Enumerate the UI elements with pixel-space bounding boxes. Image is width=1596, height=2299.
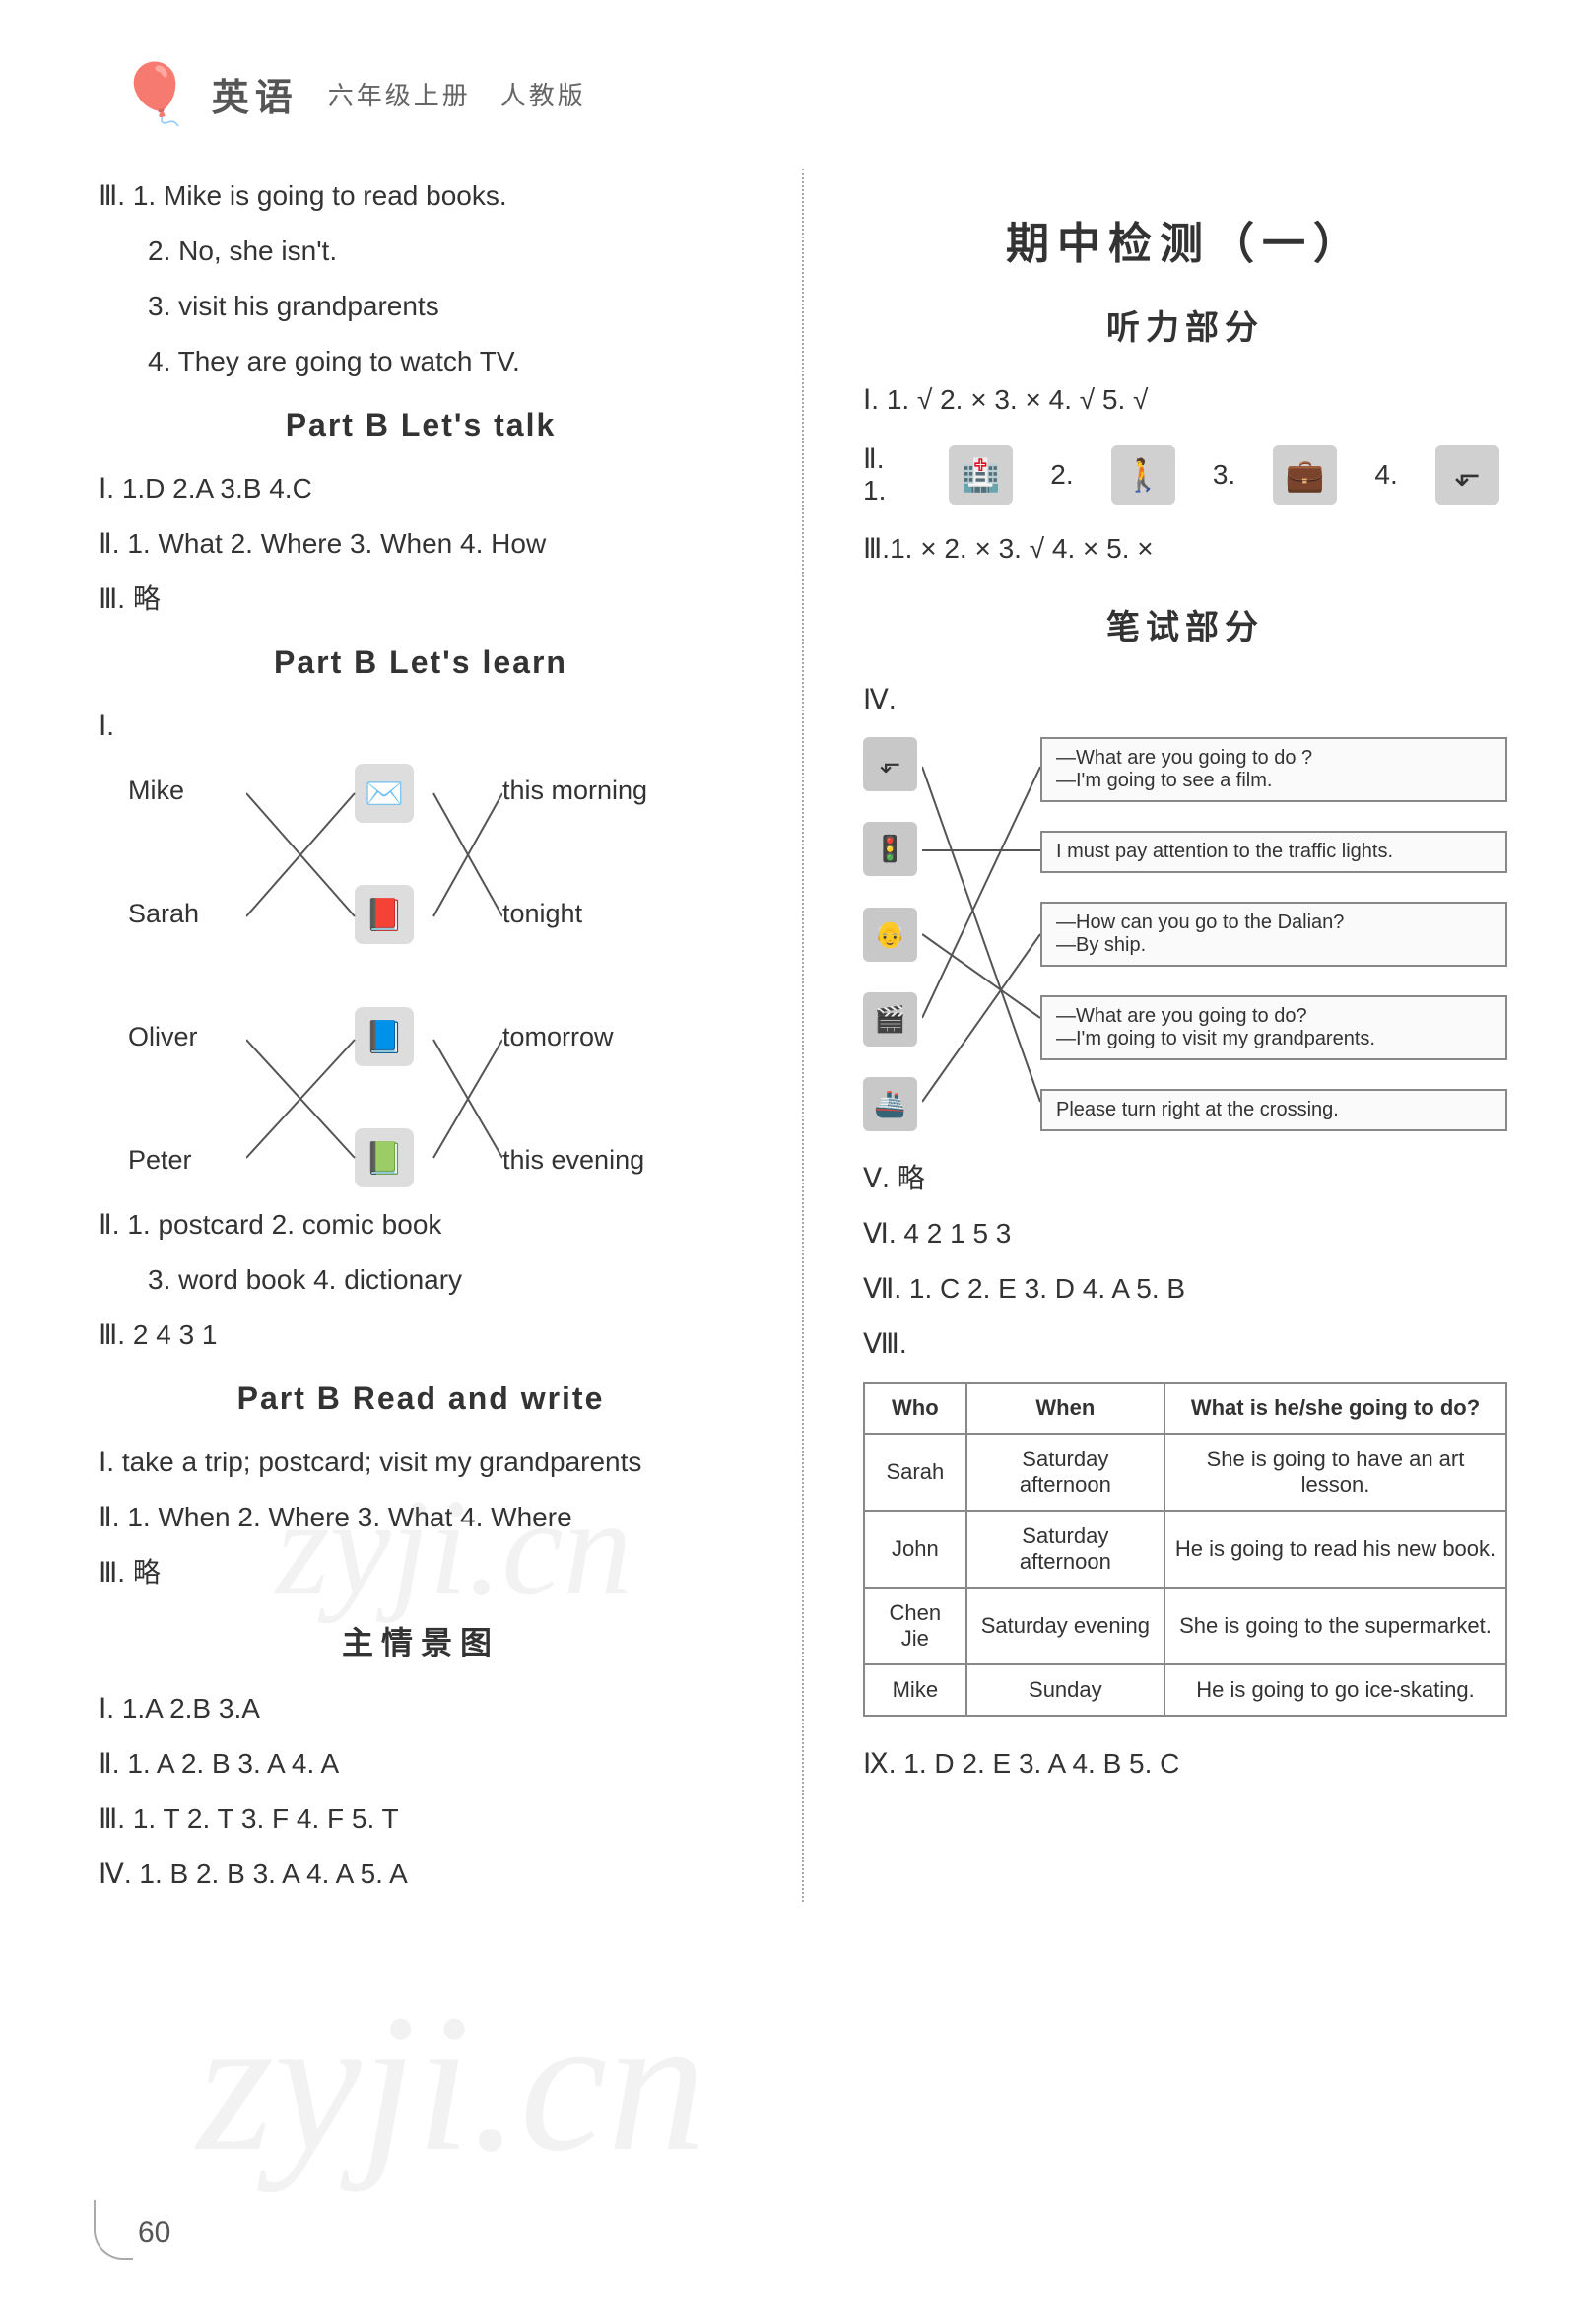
match-l2: Sarah — [128, 887, 246, 941]
content-columns: Ⅲ. 1. Mike is going to read books. 2. No… — [99, 169, 1507, 1902]
left-column: Ⅲ. 1. Mike is going to read books. 2. No… — [99, 169, 743, 1902]
page-header: 🎈 英语 六年级上册 人教版 — [118, 59, 1507, 129]
cell: Saturday afternoon — [966, 1511, 1164, 1588]
write-viii: Ⅷ. — [863, 1317, 1507, 1372]
cell: She is going to the supermarket. — [1164, 1588, 1506, 1664]
table-row: Mike Sunday He is going to go ice-skatin… — [864, 1664, 1506, 1716]
table-row: Chen Jie Saturday evening She is going t… — [864, 1588, 1506, 1664]
iv-text-2: I must pay attention to the traffic ligh… — [1040, 831, 1507, 873]
column-divider — [802, 169, 804, 1902]
pb-learn-i: Ⅰ. — [99, 699, 743, 754]
cell: He is going to go ice-skating. — [1164, 1664, 1506, 1716]
pb-talk-ii: Ⅱ. 1. What 2. Where 3. When 4. How — [99, 516, 743, 572]
iv-text-4: —What are you going to do?—I'm going to … — [1040, 995, 1507, 1060]
match-l3: Oliver — [128, 1010, 246, 1064]
scene-iv: Ⅳ. 1. B 2. B 3. A 4. A 5. A — [99, 1847, 743, 1902]
iii-3: 3. visit his grandparents — [99, 279, 743, 334]
iv-text-3: —How can you go to the Dalian?—By ship. — [1040, 902, 1507, 967]
listen-iii: Ⅲ.1. × 2. × 3. √ 4. × 5. × — [863, 521, 1507, 576]
iv-lines-svg — [922, 737, 1040, 1131]
table-row: Sarah Saturday afternoon She is going to… — [864, 1434, 1506, 1511]
watermark-2: zyji.cn — [197, 1971, 706, 2197]
page-corner-decor — [94, 2200, 133, 2260]
people-icon: 🚶 — [1111, 445, 1175, 505]
page-number: 60 — [138, 2216, 170, 2250]
pb-rw-ii: Ⅱ. 1. When 2. Where 3. What 4. Where — [99, 1490, 743, 1545]
iii-4: 4. They are going to watch TV. — [99, 334, 743, 389]
exam-title: 期中检测（一） — [863, 208, 1507, 271]
cell: She is going to have an art lesson. — [1164, 1434, 1506, 1511]
listen-i: Ⅰ. 1. √ 2. × 3. × 4. √ 5. √ — [863, 372, 1507, 428]
iv-text-5: Please turn right at the crossing. — [1040, 1089, 1507, 1131]
match-lines-svg — [246, 764, 502, 1187]
write-v: Ⅴ. 略 — [863, 1151, 1507, 1206]
pb-rw-i: Ⅰ. take a trip; postcard; visit my grand… — [99, 1435, 743, 1490]
cell: He is going to read his new book. — [1164, 1511, 1506, 1588]
cell: Saturday afternoon — [966, 1434, 1164, 1511]
film-icon: 🎬 — [863, 992, 917, 1047]
write-title: 笔试部分 — [863, 600, 1507, 648]
write-vii: Ⅶ. 1. C 2. E 3. D 4. A 5. B — [863, 1261, 1507, 1317]
match-l1: Mike — [128, 764, 246, 818]
th-when: When — [966, 1383, 1164, 1434]
schedule-table: Who When What is he/she going to do? Sar… — [863, 1382, 1507, 1717]
match-r3: tomorrow — [502, 1010, 709, 1064]
iii-2: 2. No, she isn't. — [99, 224, 743, 279]
iv-text-1: —What are you going to do ?—I'm going to… — [1040, 737, 1507, 802]
match-diagram: Mike Sarah Oliver Peter ✉️ 📕 📘 📗 — [128, 764, 713, 1187]
scene-i: Ⅰ. 1.A 2.B 3.A — [99, 1681, 743, 1736]
pb-learn-iii: Ⅲ. 2 4 3 1 — [99, 1308, 743, 1363]
iv-match-diagram: ⬐ 🚦 👴 🎬 🚢 —What are you going to do ?—I'… — [863, 737, 1507, 1131]
right-column: 期中检测（一） 听力部分 Ⅰ. 1. √ 2. × 3. × 4. √ 5. √… — [863, 169, 1507, 1902]
cell: Sunday — [966, 1664, 1164, 1716]
pb-talk-title: Part B Let's talk — [99, 407, 743, 443]
balloon-icon: 🎈 — [118, 59, 192, 129]
grandparents-icon: 👴 — [863, 908, 917, 962]
corner-icon: ⬐ — [1435, 445, 1499, 505]
table-row: John Saturday afternoon He is going to r… — [864, 1511, 1506, 1588]
cell: Sarah — [864, 1434, 966, 1511]
write-iv: Ⅳ. — [863, 672, 1507, 727]
listen-title: 听力部分 — [863, 301, 1507, 349]
lights-icon: 🚦 — [863, 822, 917, 876]
write-vi: Ⅵ. 4 2 1 5 3 — [863, 1206, 1507, 1261]
listen-ii-4: 4. — [1374, 459, 1397, 491]
th-who: Who — [864, 1383, 966, 1434]
pb-learn-title: Part B Let's learn — [99, 644, 743, 681]
pb-rw-iii: Ⅲ. 略 — [99, 1545, 743, 1600]
match-r2: tonight — [502, 887, 709, 941]
ship-icon: 🚢 — [863, 1077, 917, 1131]
scene-iii: Ⅲ. 1. T 2. T 3. F 4. F 5. T — [99, 1792, 743, 1847]
write-ix: Ⅸ. 1. D 2. E 3. A 4. B 5. C — [863, 1736, 1507, 1792]
cell: Mike — [864, 1664, 966, 1716]
pb-learn-ii-1: Ⅱ. 1. postcard 2. comic book — [99, 1197, 743, 1252]
th-what: What is he/she going to do? — [1164, 1383, 1506, 1434]
pb-rw-title: Part B Read and write — [99, 1381, 743, 1417]
scene-title: 主情景图 — [99, 1618, 743, 1663]
header-grade: 六年级上册 — [328, 76, 471, 112]
luggage-icon: 💼 — [1273, 445, 1337, 505]
cell: Chen Jie — [864, 1588, 966, 1664]
listen-ii-3: 3. — [1213, 459, 1235, 491]
iii-1: Ⅲ. 1. Mike is going to read books. — [99, 169, 743, 224]
header-subject: 英语 — [212, 67, 299, 121]
listen-ii-prefix: Ⅱ. 1. — [863, 442, 911, 507]
pb-talk-iii: Ⅲ. 略 — [99, 572, 743, 627]
cell: John — [864, 1511, 966, 1588]
road-icon: ⬐ — [863, 737, 917, 791]
table-row: Who When What is he/she going to do? — [864, 1383, 1506, 1434]
match-l4: Peter — [128, 1133, 246, 1187]
cell: Saturday evening — [966, 1588, 1164, 1664]
match-r1: this morning — [502, 764, 709, 818]
pb-learn-ii-2: 3. word book 4. dictionary — [99, 1252, 743, 1308]
hospital-icon: 🏥 — [949, 445, 1013, 505]
header-edition: 人教版 — [500, 76, 586, 112]
listen-ii-row: Ⅱ. 1. 🏥 2. 🚶 3. 💼 4. ⬐ — [863, 442, 1507, 507]
listen-ii-2: 2. — [1050, 459, 1073, 491]
match-r4: this evening — [502, 1133, 709, 1187]
pb-talk-i: Ⅰ. 1.D 2.A 3.B 4.C — [99, 461, 743, 516]
scene-ii: Ⅱ. 1. A 2. B 3. A 4. A — [99, 1736, 743, 1792]
